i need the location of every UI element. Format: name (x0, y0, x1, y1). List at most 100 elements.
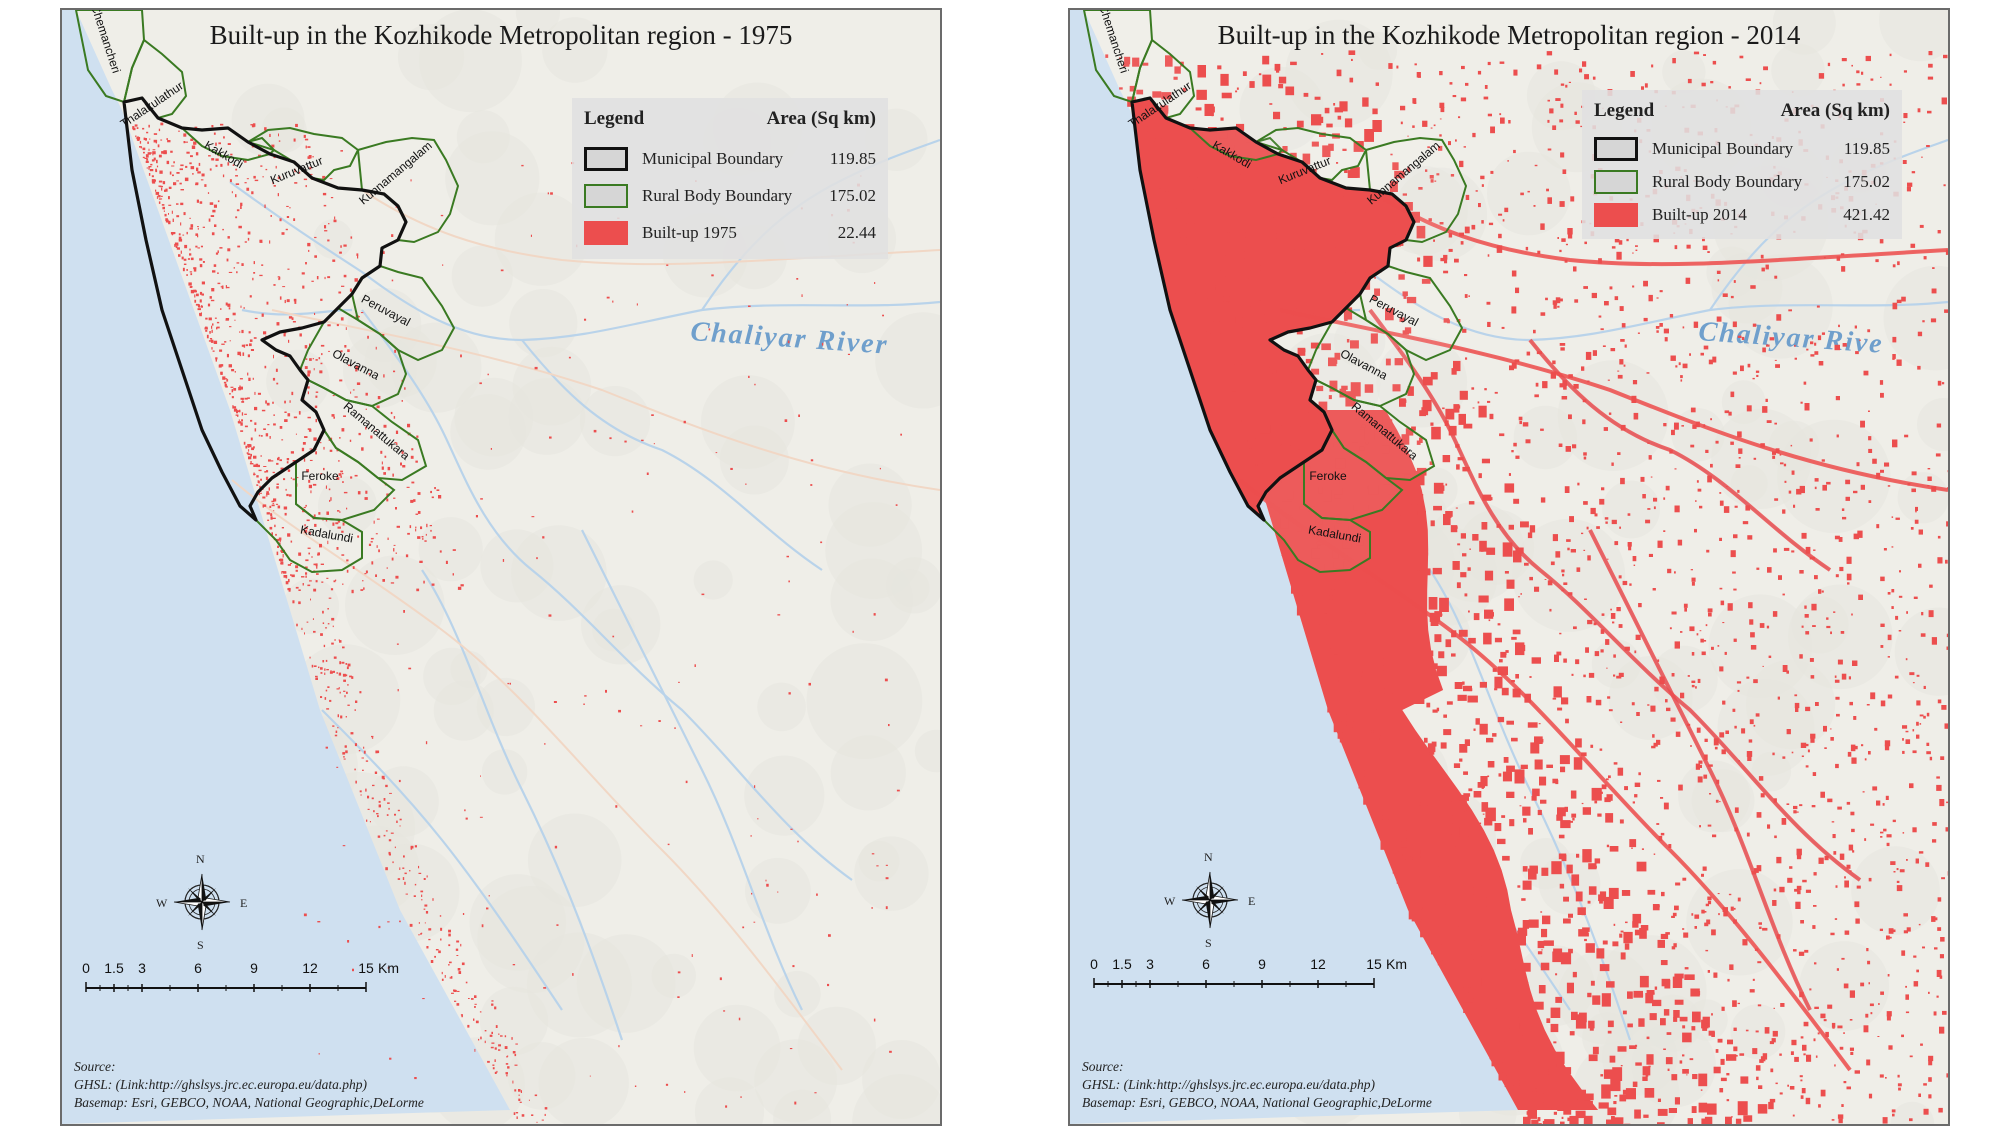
builtup-patch (1733, 709, 1736, 712)
builtup-patch (1258, 464, 1264, 471)
builtup-patch (1850, 1019, 1853, 1021)
builtup-patch (1560, 201, 1565, 207)
builtup-patch (1582, 61, 1586, 67)
builtup-patch (160, 123, 163, 126)
builtup-patch (1713, 973, 1717, 978)
builtup-patch (1708, 613, 1712, 617)
builtup-patch (1897, 868, 1899, 870)
builtup-patch (430, 491, 432, 493)
builtup-patch (517, 1116, 518, 1119)
builtup-patch (201, 305, 203, 306)
builtup-patch (330, 450, 333, 452)
builtup-patch (1553, 305, 1556, 309)
builtup-patch (1216, 285, 1224, 294)
builtup-patch (536, 557, 538, 559)
builtup-patch (334, 657, 337, 659)
builtup-patch (495, 1059, 496, 1062)
builtup-patch (1227, 228, 1232, 233)
builtup-patch (1321, 53, 1323, 55)
builtup-patch (266, 470, 268, 472)
builtup-patch (1867, 704, 1870, 706)
builtup-patch (1624, 786, 1628, 790)
builtup-patch (1534, 205, 1536, 207)
builtup-patch (1897, 881, 1900, 883)
builtup-patch (1359, 786, 1361, 789)
builtup-patch (1560, 299, 1563, 302)
builtup-patch (143, 148, 146, 151)
builtup-patch (316, 573, 319, 575)
builtup-patch (1511, 992, 1520, 1000)
builtup-patch (1555, 551, 1560, 557)
builtup-patch (1774, 276, 1777, 279)
builtup-patch (1341, 624, 1351, 633)
builtup-patch (658, 720, 660, 722)
builtup-patch (1938, 897, 1942, 901)
builtup-patch (1542, 381, 1547, 388)
builtup-patch (1218, 352, 1224, 356)
builtup-patch (245, 426, 248, 428)
builtup-patch (1497, 959, 1505, 971)
builtup-patch (1607, 696, 1610, 698)
builtup-patch (451, 993, 454, 994)
builtup-patch (1658, 1109, 1668, 1116)
builtup-patch (1572, 444, 1576, 448)
builtup-patch (1712, 357, 1716, 363)
builtup-patch (278, 506, 281, 509)
builtup-patch (1853, 716, 1856, 720)
builtup-patch (1692, 1012, 1701, 1023)
builtup-patch (1408, 645, 1413, 650)
builtup-patch (400, 463, 402, 466)
builtup-patch (1337, 70, 1342, 77)
builtup-patch (355, 709, 356, 711)
builtup-patch (1906, 1012, 1909, 1014)
builtup-patch (1599, 499, 1604, 505)
builtup-patch (1393, 870, 1397, 874)
builtup-patch (1546, 189, 1549, 192)
builtup-patch (1691, 569, 1693, 570)
scale-tick-label: 0 (1090, 956, 1098, 972)
builtup-patch (1504, 982, 1512, 988)
builtup-patch (1674, 423, 1679, 430)
builtup-patch (1605, 522, 1607, 524)
builtup-patch (1437, 666, 1447, 676)
builtup-patch (1547, 120, 1549, 123)
builtup-patch (1734, 639, 1737, 642)
builtup-patch (1767, 567, 1772, 573)
builtup-patch (1842, 508, 1844, 511)
builtup-patch (1815, 478, 1819, 482)
builtup-patch (1539, 1085, 1542, 1087)
builtup-patch (1604, 427, 1608, 431)
builtup-patch (432, 584, 435, 586)
builtup-patch (1649, 455, 1652, 460)
builtup-patch (212, 210, 215, 213)
builtup-patch (389, 852, 391, 855)
builtup-patch (1910, 1056, 1913, 1058)
builtup-patch (392, 558, 394, 561)
builtup-patch (1892, 1109, 1896, 1112)
builtup-patch (493, 1067, 495, 1069)
builtup-patch (1774, 1008, 1776, 1009)
builtup-patch (1485, 85, 1488, 89)
builtup-patch (159, 155, 162, 158)
builtup-patch (1520, 1025, 1526, 1030)
builtup-patch (1760, 623, 1765, 628)
builtup-patch (304, 179, 307, 181)
builtup-patch (1916, 700, 1920, 705)
builtup-patch (1225, 255, 1232, 264)
builtup-patch (1838, 325, 1840, 327)
builtup-patch (1670, 314, 1673, 318)
builtup-patch (1492, 733, 1496, 737)
builtup-patch (1816, 508, 1820, 511)
builtup-patch (1835, 764, 1839, 768)
builtup-patch (326, 512, 329, 515)
builtup-patch (1663, 1049, 1666, 1051)
builtup-patch (1401, 690, 1404, 692)
builtup-patch (1657, 1122, 1665, 1124)
builtup-patch (798, 415, 800, 418)
terrain-shade (652, 954, 696, 998)
builtup-patch (1792, 752, 1794, 754)
builtup-patch (828, 934, 831, 937)
builtup-patch (1883, 803, 1885, 806)
builtup-patch (369, 544, 371, 546)
builtup-patch (240, 430, 243, 432)
